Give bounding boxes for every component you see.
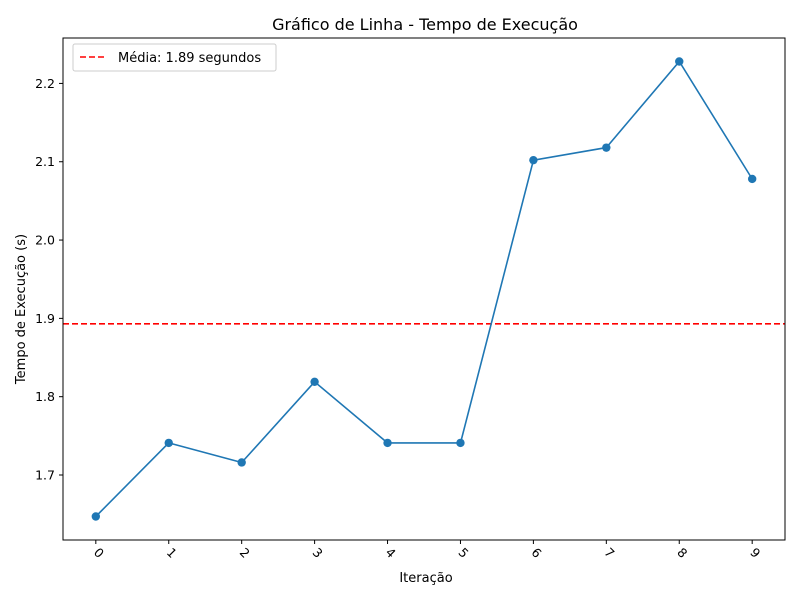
x-tick-label: 7 [601,545,617,561]
x-tick-label: 3 [310,545,326,561]
chart-title: Gráfico de Linha - Tempo de Execução [272,15,578,34]
x-tick-label: 9 [747,545,763,561]
y-tick-label: 1.8 [35,389,55,404]
x-tick-label: 6 [528,545,544,561]
y-tick-label: 1.9 [35,311,55,326]
plot-area [63,57,785,521]
x-tick-label: 5 [456,545,472,561]
data-point [456,438,465,448]
legend-frame [72,43,277,72]
data-point [310,377,319,387]
data-point [237,458,246,467]
y-tick-label: 2.1 [35,154,55,169]
x-axis-label: Iteração [399,571,452,586]
data-point [91,512,101,521]
legend-entry-mean: Média: 1.89 segundos [118,51,261,66]
y-tick-label: 2.2 [35,76,55,91]
series-line [95,60,753,518]
x-tick-label: 2 [237,545,253,561]
y-tick-label: 2.0 [35,233,55,248]
plot-frame [62,37,786,541]
data-point [602,143,611,152]
legend: Média: 1.89 segundos [72,43,277,72]
data-point [747,174,757,184]
x-tick-label: 0 [91,545,107,561]
x-tick-label: 4 [383,545,399,561]
data-point [675,57,684,66]
x-tick-label: 1 [164,545,180,561]
axes: 0 1 2 3 4 5 6 7 8 9 1.7 1.8 1.9 2.0 2.1 2.2 [35,37,786,561]
y-tick-label: 1.7 [35,467,55,482]
y-axis-label: Tempo de Execução (s) [14,234,29,385]
data-point [529,155,538,165]
data-point [383,438,392,448]
x-tick-label: 8 [674,545,690,561]
data-point [164,438,173,448]
